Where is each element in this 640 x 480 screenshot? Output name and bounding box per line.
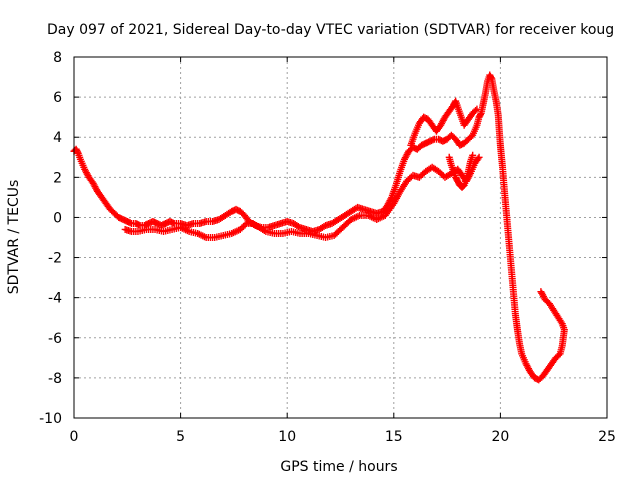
data-point [260,226,268,234]
y-tick-label: -10 [39,411,62,427]
data-point [537,288,545,296]
data-point [294,222,302,230]
data-point [472,106,480,114]
y-tick-label: 0 [53,210,62,226]
y-tick-label: 4 [53,130,62,146]
x-tick-label: 0 [70,429,79,445]
y-tick-label: 8 [53,50,62,66]
data-point [475,153,483,161]
x-axis-label: GPS time / hours [280,459,397,475]
data-point [320,222,328,230]
y-tick-label: -4 [48,291,62,307]
data-point [469,151,477,159]
x-tick-label: 5 [176,429,185,445]
y-tick-label: -8 [48,371,62,387]
chart-title: Day 097 of 2021, Sidereal Day-to-day VTE… [47,22,614,38]
y-tick-label: 6 [53,90,62,106]
data-point [538,289,546,297]
x-tick-label: 20 [491,429,509,445]
data-point [474,155,482,163]
y-tick-label: -2 [48,251,62,267]
y-tick-label: 2 [53,170,62,186]
plot-frame [73,56,608,419]
data-point [473,105,481,113]
x-tick-label: 10 [278,429,296,445]
x-tick-label: 25 [598,429,616,445]
y-tick-label: -6 [48,331,62,347]
data-point [487,74,495,82]
data-point [387,195,395,203]
axis-ticks: 0 5 10 15 20 25 -10 -8 -6 -4 -2 0 2 4 6 8 [39,50,616,445]
x-tick-label: 15 [385,429,403,445]
y-axis-label: SDTVAR / TECUs [6,180,22,295]
data-point [477,110,485,118]
data-point [241,221,249,229]
data-points [70,71,568,384]
data-point [74,148,82,156]
